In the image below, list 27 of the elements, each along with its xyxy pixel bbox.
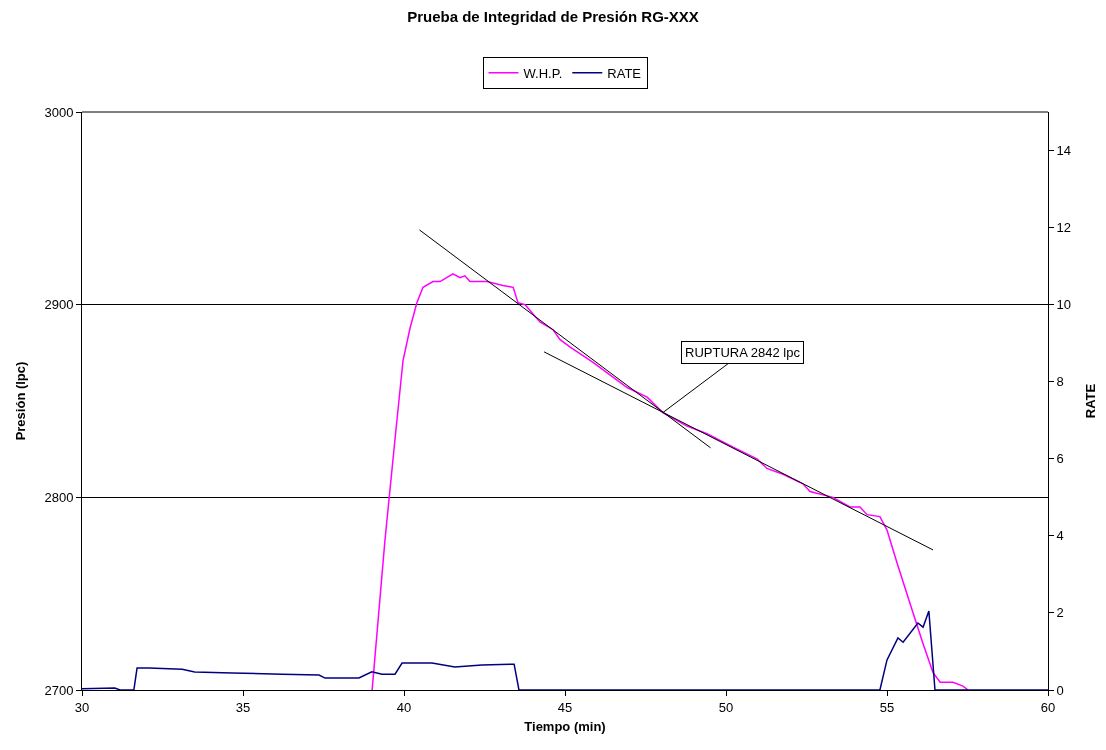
x-axis-title: Tiempo (min)	[524, 719, 606, 735]
y2-tick-label: 10	[1056, 297, 1072, 313]
legend-label: W.H.P.	[523, 65, 563, 81]
y2-tick-label: 12	[1056, 220, 1072, 236]
y2-tick-label: 0	[1056, 682, 1064, 698]
y2-tick-label: 6	[1056, 451, 1064, 467]
y2-axis-title: RATE	[1082, 383, 1098, 419]
x-tick-label: 30	[74, 699, 90, 715]
y-axis-title: Presión (lpc)	[13, 361, 29, 441]
legend-label: RATE	[607, 65, 642, 81]
x-tick-label: 45	[557, 699, 573, 715]
y-tick-label: 3000	[44, 104, 74, 120]
y2-tick-label: 2	[1056, 605, 1064, 621]
y-tick-label: 2900	[44, 297, 74, 313]
y2-tick-label: 8	[1056, 374, 1064, 390]
annotation: RUPTURA 2842 lpc	[685, 345, 801, 360]
x-tick-label: 60	[1040, 699, 1056, 715]
x-tick-label: 40	[396, 699, 412, 715]
y2-tick-label: 14	[1056, 143, 1072, 159]
chart-title: Prueba de Integridad de Presión RG-XXX	[407, 7, 699, 25]
y-tick-label: 2800	[44, 489, 74, 505]
y2-tick-label: 4	[1056, 528, 1064, 544]
x-tick-label: 50	[718, 699, 734, 715]
line-series	[371, 273, 969, 690]
y-tick-label: 2700	[44, 682, 74, 698]
x-tick-label: 55	[879, 699, 895, 715]
x-tick-label: 35	[235, 699, 251, 715]
